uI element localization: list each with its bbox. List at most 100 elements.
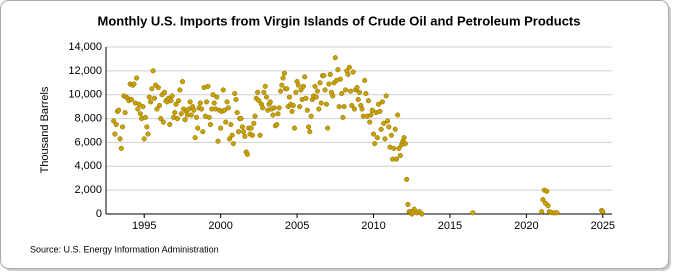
point xyxy=(144,124,150,130)
point xyxy=(321,73,327,79)
point xyxy=(251,120,257,126)
point xyxy=(365,98,372,104)
point xyxy=(545,203,551,209)
point xyxy=(307,129,313,135)
point xyxy=(228,121,234,128)
point xyxy=(221,107,228,113)
point xyxy=(362,77,368,83)
point xyxy=(188,112,194,118)
point xyxy=(348,88,354,94)
point xyxy=(300,83,307,89)
point xyxy=(214,94,220,100)
point xyxy=(218,125,224,131)
point xyxy=(179,79,185,85)
point xyxy=(308,113,314,119)
point xyxy=(374,135,380,141)
point xyxy=(322,87,328,93)
point xyxy=(134,75,140,81)
point xyxy=(192,135,198,141)
point xyxy=(137,111,143,117)
point xyxy=(128,96,135,103)
point xyxy=(355,96,361,103)
point xyxy=(385,118,391,124)
point xyxy=(327,71,333,77)
point xyxy=(275,111,281,117)
point xyxy=(256,98,262,104)
point xyxy=(252,113,258,119)
point xyxy=(242,133,248,140)
point xyxy=(223,119,229,125)
y-tick-label: 6,000 xyxy=(74,136,102,148)
point xyxy=(225,105,231,111)
x-tick-label: 1995 xyxy=(132,220,156,232)
point xyxy=(233,96,239,103)
point xyxy=(351,106,357,112)
point xyxy=(316,106,322,112)
point xyxy=(241,129,247,135)
point xyxy=(118,145,124,151)
point xyxy=(297,104,303,110)
point xyxy=(193,114,200,120)
point xyxy=(257,132,263,138)
point xyxy=(260,105,266,111)
point xyxy=(161,89,168,95)
point xyxy=(234,110,240,116)
point xyxy=(401,135,407,141)
point xyxy=(197,100,203,106)
point xyxy=(377,108,383,114)
point xyxy=(198,106,205,112)
point xyxy=(356,89,363,95)
y-tick-label: 8,000 xyxy=(74,112,102,124)
point xyxy=(238,116,244,122)
point xyxy=(255,89,261,95)
point xyxy=(229,132,235,138)
point xyxy=(279,82,285,88)
point xyxy=(325,125,331,131)
point xyxy=(323,101,329,107)
point xyxy=(151,95,158,101)
point xyxy=(379,99,385,105)
point xyxy=(381,120,387,126)
x-tick-label: 2020 xyxy=(514,220,538,232)
point xyxy=(293,89,299,95)
point xyxy=(346,64,352,70)
point xyxy=(335,67,341,73)
point xyxy=(376,101,382,107)
point xyxy=(312,83,318,89)
point xyxy=(244,151,250,157)
point xyxy=(136,101,142,107)
point xyxy=(271,105,277,111)
point xyxy=(140,104,146,110)
point xyxy=(295,82,301,88)
point xyxy=(204,99,210,105)
point xyxy=(224,99,230,105)
y-tick-label: 12,000 xyxy=(68,65,102,77)
point xyxy=(369,107,375,113)
point xyxy=(359,106,365,112)
point xyxy=(367,119,373,125)
point xyxy=(539,209,545,215)
point xyxy=(600,209,606,215)
point xyxy=(206,114,212,120)
point xyxy=(368,112,374,118)
point xyxy=(158,116,164,122)
point xyxy=(215,138,221,144)
point xyxy=(340,114,346,120)
point xyxy=(349,102,355,108)
point xyxy=(341,104,347,110)
point xyxy=(174,116,180,122)
point xyxy=(182,117,188,123)
y-tick-label: 14,000 xyxy=(68,41,102,53)
point xyxy=(116,107,122,113)
point xyxy=(470,210,476,216)
point xyxy=(332,55,338,61)
y-tick-label: 10,000 xyxy=(68,89,102,101)
point xyxy=(363,90,369,97)
point xyxy=(304,107,310,113)
point xyxy=(270,112,276,118)
point xyxy=(149,86,155,92)
point xyxy=(167,121,173,128)
point xyxy=(391,145,397,151)
x-tick-label: 2025 xyxy=(591,220,615,232)
